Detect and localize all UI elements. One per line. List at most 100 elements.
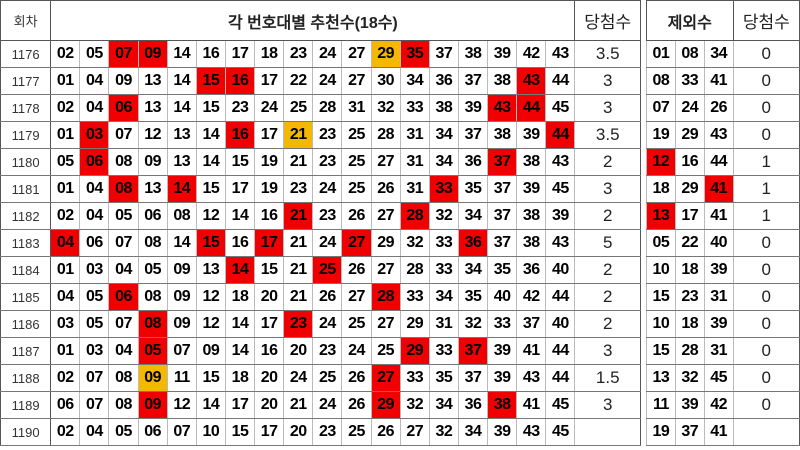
number-cell: 06 xyxy=(108,283,139,311)
number-cell: 26 xyxy=(370,175,401,203)
number-cell: 45 xyxy=(545,418,576,446)
round-cell: 1183 xyxy=(0,229,52,257)
number-cell: 28 xyxy=(399,202,430,230)
number-cell: 05 xyxy=(137,337,168,365)
number-cell: 04 xyxy=(79,67,110,95)
number-cell: 24 xyxy=(312,40,343,68)
wins-cell: 5 xyxy=(574,229,641,257)
number-cell: 27 xyxy=(370,364,401,392)
number-cell: 23 xyxy=(283,310,314,338)
number-cell: 01 xyxy=(50,175,81,203)
number-cell: 03 xyxy=(79,121,110,149)
number-cell: 05 xyxy=(79,310,110,338)
table-row: 1180 05 06 08 09 13 14 15 19 21 23 25 27 31 34 36 37 38 43… xyxy=(0,148,641,176)
excluded-number-cell: 31 xyxy=(703,283,734,311)
wins-cell: 3.5 xyxy=(574,121,641,149)
wins-cell: 3 xyxy=(574,337,641,365)
number-cell: 27 xyxy=(341,229,372,257)
excluded-wins-cell: 1 xyxy=(732,148,800,176)
number-cell: 03 xyxy=(50,310,81,338)
number-cell: 41 xyxy=(516,391,547,419)
number-cell: 23 xyxy=(283,40,314,68)
number-cell: 36 xyxy=(428,67,459,95)
number-cell: 23 xyxy=(312,202,343,230)
number-cell: 27 xyxy=(370,256,401,284)
number-cell: 38 xyxy=(487,391,518,419)
number-cell: 23 xyxy=(312,121,343,149)
number-cell: 38 xyxy=(457,40,489,68)
number-cell: 03 xyxy=(79,337,110,365)
number-cell: 30 xyxy=(370,67,401,95)
excluded-wins-cell: 1 xyxy=(732,175,800,203)
excluded-number-cell: 19 xyxy=(646,121,676,149)
header-excluded: 제외수 xyxy=(646,0,734,41)
number-cell: 45 xyxy=(545,94,576,122)
number-cell: 13 xyxy=(166,148,197,176)
number-cell: 20 xyxy=(283,418,314,446)
number-cell: 37 xyxy=(428,40,459,68)
number-cell: 32 xyxy=(399,391,430,419)
number-cell: 08 xyxy=(108,148,139,176)
excluded-wins-cell: 0 xyxy=(732,121,800,149)
number-cell: 12 xyxy=(195,283,226,311)
number-cell: 25 xyxy=(283,94,314,122)
excluded-wins-cell: 0 xyxy=(732,283,800,311)
number-cell: 04 xyxy=(79,175,110,203)
number-cell: 37 xyxy=(457,337,489,365)
round-cell: 1180 xyxy=(0,148,52,176)
table-row: 1181 01 04 08 13 14 15 17 19 23 24 25 26 31 33 35 37 39 45… xyxy=(0,175,641,203)
number-cell: 05 xyxy=(79,40,110,68)
number-cell: 06 xyxy=(137,418,168,446)
excluded-number-cell: 18 xyxy=(646,175,676,203)
number-cell: 06 xyxy=(108,94,139,122)
table-row: 1178 02 04 06 13 14 15 23 24 25 28 31 32 33 38 39 43 44 45… xyxy=(0,94,641,122)
number-cell: 07 xyxy=(166,337,197,365)
excluded-number-cell: 13 xyxy=(646,202,676,230)
number-cell: 18 xyxy=(224,364,256,392)
number-cell: 14 xyxy=(195,391,226,419)
number-cell: 32 xyxy=(457,310,489,338)
number-cell: 02 xyxy=(50,364,81,392)
excluded-wins-cell: 0 xyxy=(732,364,800,392)
number-cell: 33 xyxy=(428,229,459,257)
number-cell: 03 xyxy=(79,256,110,284)
number-cell: 25 xyxy=(370,337,401,365)
excluded-number-cell: 32 xyxy=(674,364,705,392)
number-cell: 35 xyxy=(399,40,430,68)
excluded-number-cell: 28 xyxy=(674,337,705,365)
number-cell: 12 xyxy=(137,121,168,149)
number-cell: 34 xyxy=(428,121,459,149)
excluded-wins-cell: 0 xyxy=(732,391,800,419)
number-cell: 35 xyxy=(457,175,489,203)
excluded-wins-cell: 0 xyxy=(732,40,800,68)
number-cell: 43 xyxy=(516,67,547,95)
number-cell: 37 xyxy=(457,67,489,95)
excluded-number-cell: 33 xyxy=(674,67,705,95)
number-cell: 09 xyxy=(137,364,168,392)
excluded-number-cell: 23 xyxy=(674,283,705,311)
number-cell: 18 xyxy=(254,40,285,68)
number-cell: 17 xyxy=(254,229,285,257)
number-cell: 31 xyxy=(428,310,459,338)
round-cell: 1178 xyxy=(0,94,52,122)
number-cell: 39 xyxy=(457,94,489,122)
header-wins: 당첨수 xyxy=(574,0,641,41)
number-cell: 16 xyxy=(224,67,256,95)
table-row: 15 23 31 0 xyxy=(646,283,800,311)
number-cell: 35 xyxy=(457,283,489,311)
round-cell: 1188 xyxy=(0,364,52,392)
wins-cell: 1.5 xyxy=(574,364,641,392)
number-cell: 01 xyxy=(50,121,81,149)
excluded-number-cell: 29 xyxy=(674,121,705,149)
number-cell: 15 xyxy=(195,67,226,95)
number-cell: 05 xyxy=(137,256,168,284)
header-excluded-wins: 당첨수 xyxy=(732,0,800,41)
recommendation-table: 회차 각 번호대별 추천수(18수) 당첨수 1176 02 05 07 09 14 16 1… xyxy=(0,0,641,446)
number-cell: 34 xyxy=(428,283,459,311)
round-cell: 1177 xyxy=(0,67,52,95)
table-row: 13 32 45 0 xyxy=(646,364,800,392)
number-cell: 39 xyxy=(487,40,518,68)
number-cell: 14 xyxy=(166,229,197,257)
number-cell: 21 xyxy=(283,229,314,257)
table-row: 10 18 39 0 xyxy=(646,256,800,284)
